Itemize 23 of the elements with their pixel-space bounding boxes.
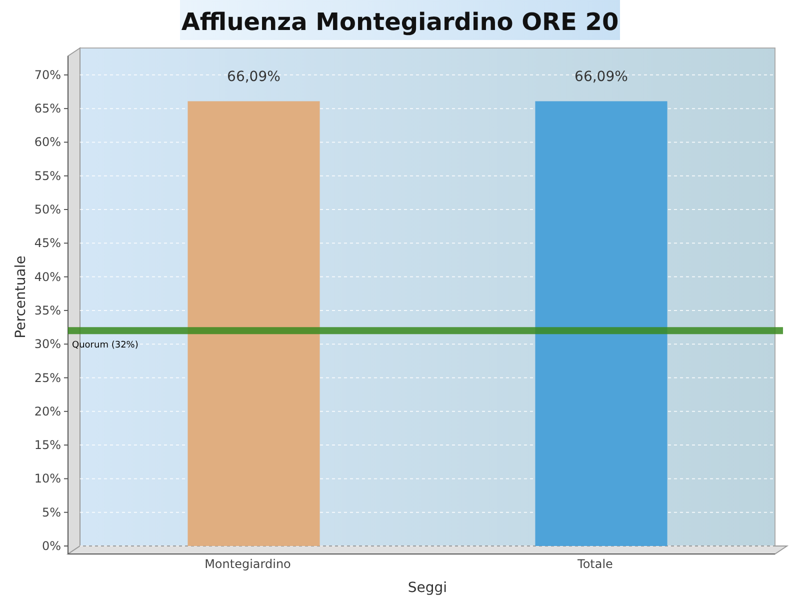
y-tick-label: 50% (34, 202, 61, 217)
y-tick-label: 55% (34, 168, 61, 183)
y-tick-label: 25% (34, 370, 61, 385)
data-label: 66,09% (227, 69, 280, 86)
y-tick-label: 45% (34, 236, 61, 250)
y-tick-label: 30% (34, 337, 61, 352)
chart-title: Affluenza Montegiardino ORE 20 (181, 8, 619, 36)
y-tick-label: 15% (34, 438, 61, 452)
x-axis-title: Seggi (408, 580, 448, 596)
y-tick-label: 40% (34, 270, 61, 284)
y-tick-label: 70% (34, 68, 61, 82)
y-tick-label: 65% (34, 102, 61, 116)
y-tick-label: 60% (34, 135, 61, 150)
x-tick-label: Totale (576, 557, 613, 571)
data-label: 66,09% (574, 69, 628, 86)
y-tick-label: 35% (34, 303, 61, 318)
y-tick-label: 10% (34, 472, 61, 486)
y-tick-label: 20% (34, 404, 61, 418)
x-tick-label: Montegiardino (204, 557, 291, 571)
y-tick-label: 5% (42, 505, 61, 520)
y-tick-label: 0% (42, 539, 61, 553)
y-axis-title: Percentuale (13, 256, 29, 338)
ref-line-label: Quorum (32%) (72, 340, 138, 351)
